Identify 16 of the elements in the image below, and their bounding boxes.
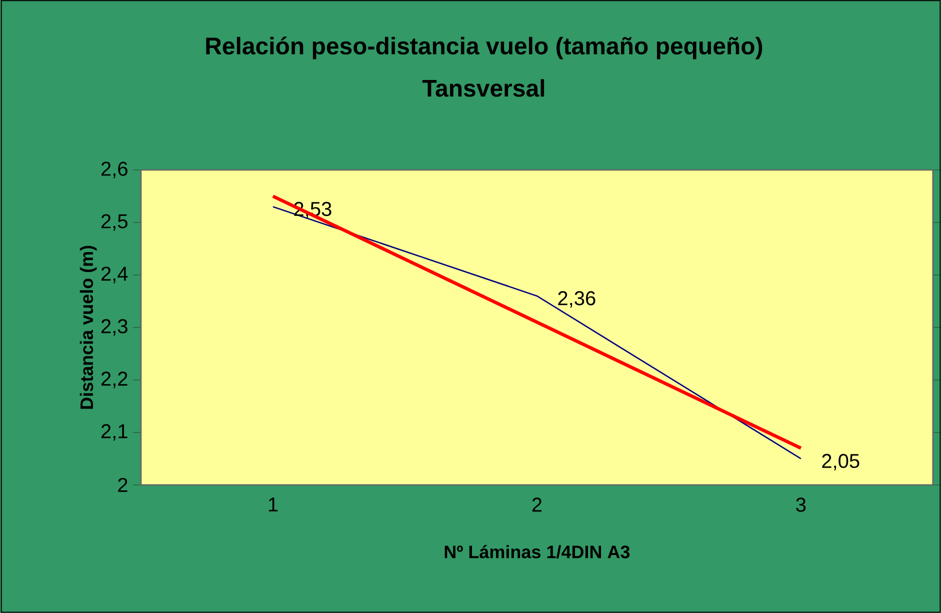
chart-title: Relación peso-distancia vuelo (tamaño pequeño): [206, 36, 762, 60]
x-tick-label: 1: [268, 498, 278, 512]
y-tick-label: 2,3: [101, 319, 128, 336]
y-tick-label: 2,6: [101, 162, 128, 178]
y-axis-title: Distancia vuelo (m): [80, 246, 97, 409]
chart-subtitle: Tansversal: [422, 79, 544, 97]
y-tick-label: 2,1: [101, 424, 128, 441]
y-tick-label: 2: [118, 478, 128, 492]
y-tick-label: 2,5: [101, 214, 128, 231]
y-tick-label: 2,2: [101, 372, 128, 388]
y-tick-label: 2,4: [101, 266, 128, 284]
data-label: 2,05: [822, 454, 860, 470]
x-axis-title: Nº Láminas 1/4DIN A3: [444, 544, 630, 559]
x-tick-label: 2: [532, 498, 542, 512]
x-tick-label: 3: [796, 498, 806, 512]
data-label: 2,36: [558, 291, 596, 308]
